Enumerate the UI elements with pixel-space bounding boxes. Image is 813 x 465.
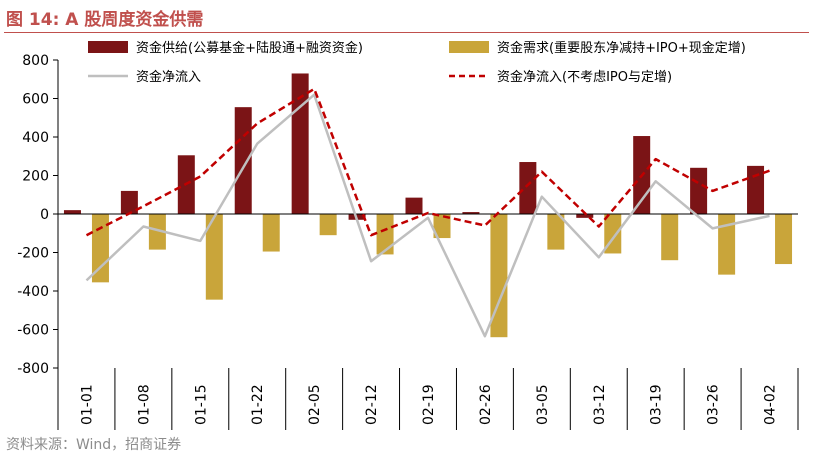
x-tick-label: 02-05 <box>307 384 323 425</box>
y-tick-label: -800 <box>17 361 49 377</box>
demand-bar <box>148 214 166 250</box>
figure-title: 图 14: A 股周度资金供需 <box>6 10 204 30</box>
y-tick-label: 800 <box>22 53 49 69</box>
x-tick-label: 01-15 <box>193 384 209 425</box>
legend-swatch <box>88 41 128 53</box>
x-tick-label: 03-26 <box>706 384 722 425</box>
x-tick-label: 01-01 <box>79 384 95 425</box>
legend-label: 资金供给(公募基金+陆股通+融资资金) <box>136 40 363 56</box>
y-tick-label: 200 <box>22 169 49 185</box>
title-underline <box>4 32 809 33</box>
supply-bar <box>120 190 138 214</box>
x-tick-label: 01-22 <box>250 384 266 425</box>
demand-bar <box>376 214 394 255</box>
y-tick-label: -200 <box>17 246 49 262</box>
y-tick-label: 0 <box>40 207 49 223</box>
legend-label: 资金需求(重要股东净减持+IPO+现金定增) <box>497 40 746 56</box>
demand-bar <box>661 214 679 261</box>
supply-bar <box>690 167 708 214</box>
y-tick-label: -600 <box>17 323 49 339</box>
demand-bar <box>547 214 565 250</box>
x-tick-label: 02-26 <box>478 384 494 425</box>
net-inflow-ex-ipo-line <box>85 87 770 237</box>
legend-label: 资金净流入 <box>136 69 201 85</box>
legend-swatch <box>449 41 489 53</box>
y-tick-label: -400 <box>17 284 49 300</box>
x-tick-label: 03-12 <box>592 384 608 425</box>
demand-bar <box>319 214 337 236</box>
demand-bar <box>91 214 109 283</box>
y-tick-label: 600 <box>22 92 49 108</box>
demand-bar <box>718 214 736 275</box>
supply-bar <box>405 197 423 214</box>
demand-bar <box>433 214 451 239</box>
x-tick-label: 01-08 <box>136 384 152 425</box>
demand-bar <box>205 214 223 300</box>
demand-bar <box>262 214 280 252</box>
supply-bar <box>234 107 252 214</box>
supply-bar <box>747 165 765 214</box>
demand-bar <box>490 214 508 338</box>
supply-bar <box>519 162 537 214</box>
net-inflow-line <box>85 93 770 338</box>
supply-bar <box>462 212 480 214</box>
demand-bar <box>775 214 793 265</box>
x-tick-label: 04-02 <box>763 384 779 425</box>
x-tick-label: 03-19 <box>649 384 665 425</box>
supply-bar <box>291 73 309 214</box>
x-tick-label: 03-05 <box>535 384 551 425</box>
legend-label: 资金净流入(不考虑IPO与定增) <box>497 69 672 85</box>
x-tick-label: 02-19 <box>421 384 437 425</box>
y-tick-label: 400 <box>22 130 49 146</box>
source-note: 资料来源：Wind，招商证券 <box>6 437 182 453</box>
supply-bar <box>63 210 81 214</box>
supply-bar <box>576 214 594 218</box>
x-tick-label: 02-12 <box>364 384 380 425</box>
